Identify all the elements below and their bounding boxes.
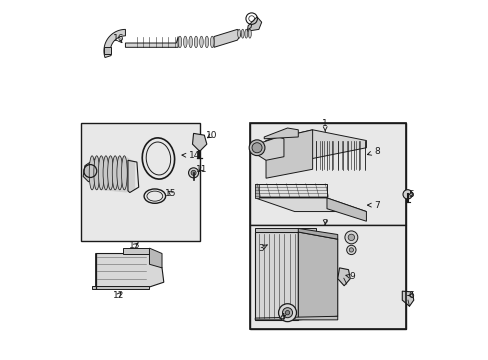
- Bar: [249, 225, 405, 329]
- Polygon shape: [104, 47, 111, 54]
- Polygon shape: [247, 17, 261, 31]
- Polygon shape: [192, 134, 206, 151]
- Ellipse shape: [107, 156, 113, 190]
- Text: 7: 7: [366, 201, 379, 210]
- Text: 15: 15: [165, 189, 176, 198]
- Text: 5: 5: [407, 190, 413, 199]
- Ellipse shape: [204, 36, 208, 48]
- Polygon shape: [125, 37, 178, 47]
- Ellipse shape: [112, 156, 118, 190]
- Ellipse shape: [210, 36, 214, 48]
- Polygon shape: [92, 286, 149, 289]
- Text: 9: 9: [345, 272, 354, 281]
- Ellipse shape: [103, 156, 108, 190]
- Circle shape: [282, 308, 292, 318]
- Polygon shape: [255, 184, 258, 198]
- Bar: [81, 123, 199, 241]
- Polygon shape: [298, 228, 337, 239]
- Polygon shape: [149, 248, 162, 268]
- Circle shape: [188, 168, 198, 178]
- Text: 11: 11: [195, 165, 207, 174]
- Ellipse shape: [98, 156, 104, 190]
- Ellipse shape: [237, 29, 240, 38]
- Polygon shape: [298, 232, 337, 320]
- Ellipse shape: [241, 29, 244, 38]
- Ellipse shape: [244, 29, 247, 38]
- Polygon shape: [251, 137, 284, 160]
- Polygon shape: [83, 158, 101, 182]
- Circle shape: [346, 245, 355, 255]
- Circle shape: [251, 143, 262, 153]
- Ellipse shape: [194, 36, 198, 48]
- Ellipse shape: [248, 29, 251, 38]
- Ellipse shape: [117, 156, 122, 190]
- Bar: [249, 123, 405, 329]
- Polygon shape: [265, 130, 312, 178]
- Polygon shape: [255, 232, 298, 320]
- Text: 14: 14: [182, 151, 200, 160]
- Polygon shape: [104, 30, 125, 58]
- Bar: [249, 123, 405, 225]
- Text: 1: 1: [322, 119, 327, 131]
- Polygon shape: [255, 198, 366, 212]
- Polygon shape: [96, 253, 163, 288]
- Circle shape: [278, 304, 296, 321]
- Polygon shape: [264, 128, 298, 139]
- Polygon shape: [214, 30, 241, 47]
- Text: 3: 3: [258, 244, 266, 253]
- Text: 10: 10: [205, 131, 217, 140]
- Circle shape: [348, 248, 353, 252]
- Text: 13: 13: [129, 241, 141, 250]
- Polygon shape: [90, 157, 135, 193]
- Polygon shape: [337, 268, 349, 286]
- Polygon shape: [402, 291, 413, 306]
- Circle shape: [347, 234, 354, 240]
- Polygon shape: [265, 130, 366, 158]
- Ellipse shape: [89, 156, 95, 190]
- Polygon shape: [255, 228, 316, 232]
- Ellipse shape: [94, 156, 100, 190]
- Circle shape: [402, 190, 411, 199]
- Text: 16: 16: [112, 34, 124, 43]
- Ellipse shape: [199, 36, 203, 48]
- Text: 12: 12: [112, 291, 123, 300]
- Ellipse shape: [121, 156, 127, 190]
- Text: 8: 8: [366, 147, 379, 156]
- Circle shape: [344, 231, 357, 244]
- Text: 6: 6: [407, 291, 413, 300]
- Circle shape: [191, 170, 196, 175]
- Ellipse shape: [183, 36, 187, 48]
- Polygon shape: [326, 198, 366, 221]
- Polygon shape: [255, 184, 326, 197]
- Circle shape: [249, 140, 264, 156]
- Polygon shape: [122, 248, 149, 253]
- Circle shape: [285, 311, 289, 315]
- Text: 4: 4: [280, 313, 285, 322]
- Text: 2: 2: [322, 219, 327, 228]
- Ellipse shape: [188, 36, 192, 48]
- Ellipse shape: [178, 36, 182, 48]
- Polygon shape: [255, 316, 337, 320]
